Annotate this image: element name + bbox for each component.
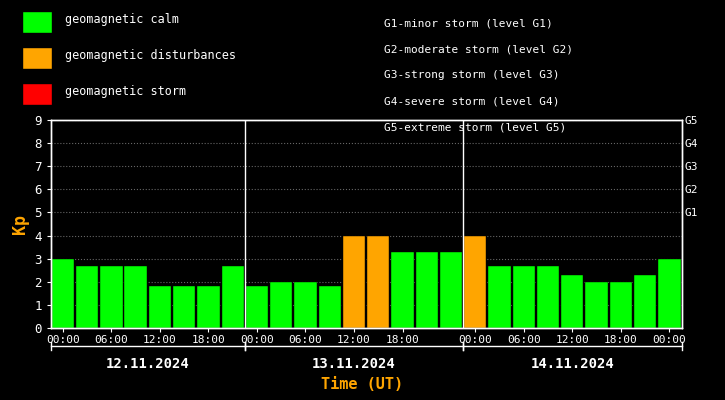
Bar: [222, 266, 244, 328]
Bar: [658, 259, 681, 328]
Bar: [173, 286, 195, 328]
Text: 13.11.2024: 13.11.2024: [312, 357, 396, 371]
Bar: [76, 266, 99, 328]
Bar: [100, 266, 123, 328]
Bar: [51, 259, 74, 328]
Text: G2-moderate storm (level G2): G2-moderate storm (level G2): [384, 44, 573, 54]
Bar: [270, 282, 292, 328]
Text: G3-strong storm (level G3): G3-strong storm (level G3): [384, 70, 560, 80]
Bar: [318, 286, 341, 328]
Bar: [464, 236, 486, 328]
Bar: [634, 275, 656, 328]
Bar: [561, 275, 584, 328]
Text: Time (UT): Time (UT): [321, 377, 404, 392]
Text: G1-minor storm (level G1): G1-minor storm (level G1): [384, 18, 553, 28]
Text: geomagnetic storm: geomagnetic storm: [65, 86, 186, 98]
Bar: [367, 236, 389, 328]
Text: 12.11.2024: 12.11.2024: [106, 357, 190, 371]
Bar: [125, 266, 147, 328]
Bar: [489, 266, 510, 328]
Bar: [585, 282, 608, 328]
Bar: [513, 266, 535, 328]
Bar: [392, 252, 414, 328]
Y-axis label: Kp: Kp: [11, 214, 29, 234]
Text: geomagnetic disturbances: geomagnetic disturbances: [65, 50, 236, 62]
Text: 14.11.2024: 14.11.2024: [531, 357, 614, 371]
Bar: [440, 252, 463, 328]
Bar: [294, 282, 317, 328]
Bar: [610, 282, 632, 328]
Bar: [197, 286, 220, 328]
Bar: [343, 236, 365, 328]
Bar: [537, 266, 559, 328]
Bar: [415, 252, 438, 328]
Text: G5-extreme storm (level G5): G5-extreme storm (level G5): [384, 122, 566, 132]
Bar: [149, 286, 171, 328]
Bar: [246, 286, 268, 328]
Text: G4-severe storm (level G4): G4-severe storm (level G4): [384, 96, 560, 106]
Text: geomagnetic calm: geomagnetic calm: [65, 14, 179, 26]
